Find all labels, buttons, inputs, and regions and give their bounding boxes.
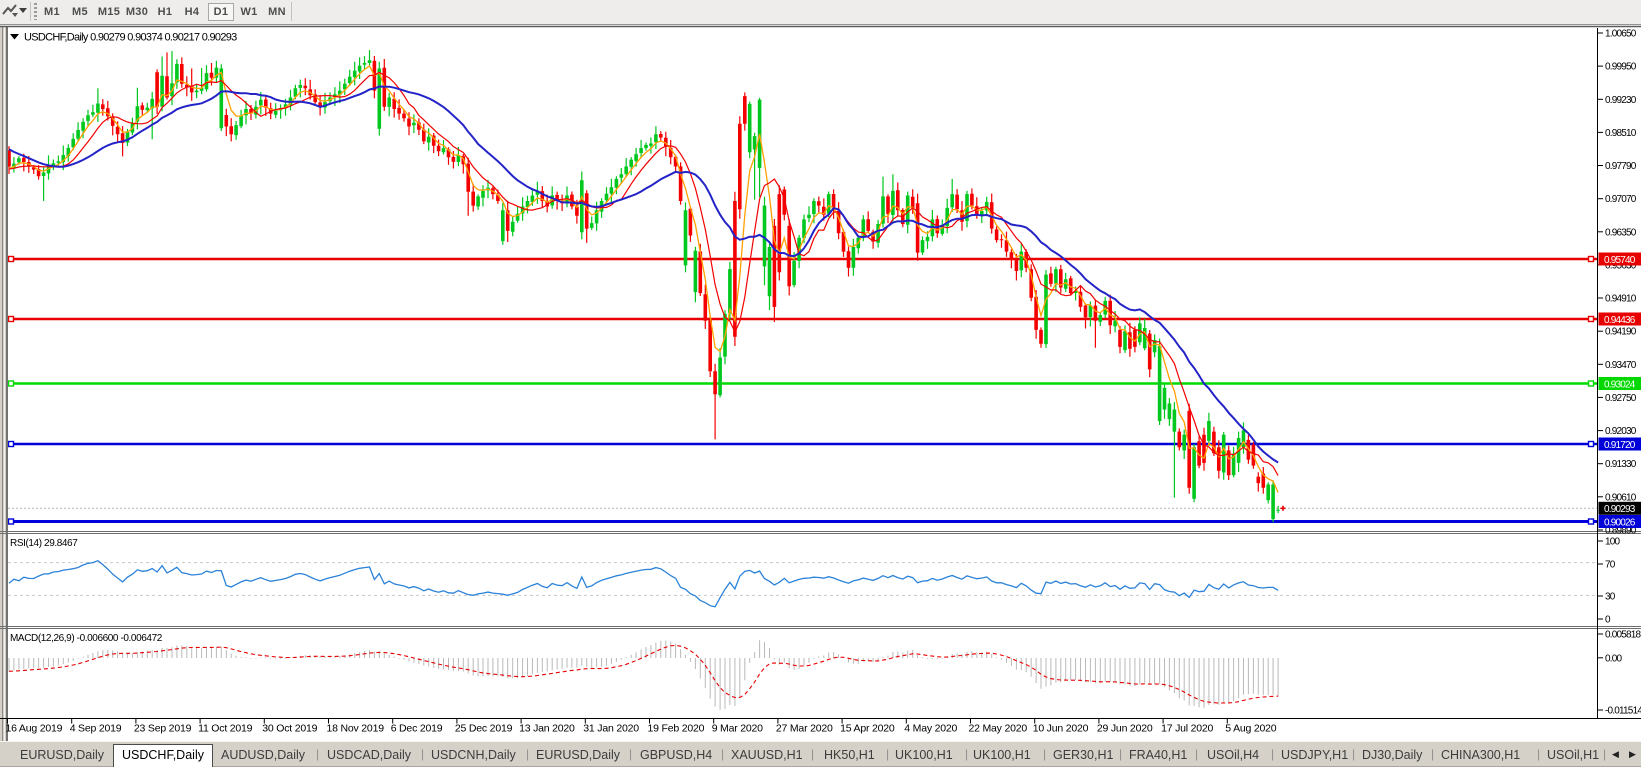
svg-text:0.90026: 0.90026	[1604, 517, 1636, 528]
svg-text:0.99230: 0.99230	[1605, 95, 1637, 106]
svg-text:0.92750: 0.92750	[1605, 393, 1637, 404]
svg-text:23 Sep 2019: 23 Sep 2019	[134, 723, 192, 735]
svg-text:0.94190: 0.94190	[1605, 327, 1637, 338]
svg-text:25 Dec 2019: 25 Dec 2019	[455, 723, 513, 735]
svg-text:0.95740: 0.95740	[1604, 255, 1636, 266]
svg-text:30: 30	[1605, 592, 1616, 603]
svg-text:9 Mar 2020: 9 Mar 2020	[712, 723, 763, 735]
svg-text:1.00650: 1.00650	[1605, 29, 1637, 40]
svg-text:0.92030: 0.92030	[1605, 426, 1637, 437]
svg-text:-0.011514: -0.011514	[1605, 706, 1641, 717]
svg-text:16 Aug 2019: 16 Aug 2019	[6, 723, 63, 735]
svg-text:22 May 2020: 22 May 2020	[969, 723, 1028, 735]
svg-text:0.89890: 0.89890	[1605, 526, 1637, 537]
svg-text:4 May 2020: 4 May 2020	[904, 723, 957, 735]
svg-text:27 Mar 2020: 27 Mar 2020	[776, 723, 833, 735]
svg-text:0.93024: 0.93024	[1604, 379, 1636, 390]
svg-text:0.96350: 0.96350	[1605, 227, 1637, 238]
svg-text:0: 0	[1605, 615, 1611, 626]
svg-text:10 Jun 2020: 10 Jun 2020	[1033, 723, 1089, 735]
svg-text:0.91330: 0.91330	[1605, 459, 1637, 470]
svg-text:0.94436: 0.94436	[1604, 315, 1636, 326]
svg-text:30 Oct 2019: 30 Oct 2019	[262, 723, 317, 735]
svg-text:5 Aug 2020: 5 Aug 2020	[1225, 723, 1276, 735]
svg-text:0.90610: 0.90610	[1605, 492, 1637, 503]
svg-text:15 Apr 2020: 15 Apr 2020	[840, 723, 895, 735]
svg-text:0.00: 0.00	[1605, 653, 1623, 664]
svg-text:18 Nov 2019: 18 Nov 2019	[327, 723, 385, 735]
svg-text:100: 100	[1605, 537, 1621, 548]
svg-text:31 Jan 2020: 31 Jan 2020	[583, 723, 639, 735]
svg-text:17 Jul 2020: 17 Jul 2020	[1161, 723, 1213, 735]
svg-text:MACD(12,26,9) -0.006600 -0.006: MACD(12,26,9) -0.006600 -0.006472	[10, 633, 163, 644]
svg-text:0.91720: 0.91720	[1604, 440, 1636, 451]
svg-text:0.93470: 0.93470	[1605, 360, 1637, 371]
svg-text:0.005818: 0.005818	[1605, 630, 1641, 641]
svg-text:0.95630: 0.95630	[1605, 260, 1637, 271]
svg-text:RSI(14) 29.8467: RSI(14) 29.8467	[10, 538, 78, 549]
svg-text:13 Jan 2020: 13 Jan 2020	[519, 723, 575, 735]
svg-text:0.94910: 0.94910	[1605, 294, 1637, 305]
svg-text:0.97790: 0.97790	[1605, 161, 1637, 172]
svg-text:0.97070: 0.97070	[1605, 194, 1637, 205]
svg-text:6 Dec 2019: 6 Dec 2019	[391, 723, 443, 735]
svg-text:70: 70	[1605, 560, 1616, 571]
svg-text:19 Feb 2020: 19 Feb 2020	[648, 723, 705, 735]
svg-text:29 Jun 2020: 29 Jun 2020	[1097, 723, 1153, 735]
svg-text:0.90293: 0.90293	[1604, 504, 1636, 515]
svg-text:11 Oct 2019: 11 Oct 2019	[198, 723, 253, 735]
svg-text:4 Sep 2019: 4 Sep 2019	[70, 723, 122, 735]
svg-text:USDCHF,Daily 0.90279 0.90374: USDCHF,Daily 0.90279 0.90374 0.90217 0.9…	[24, 32, 237, 44]
svg-text:0.99950: 0.99950	[1605, 62, 1637, 73]
svg-text:0.98510: 0.98510	[1605, 128, 1637, 139]
